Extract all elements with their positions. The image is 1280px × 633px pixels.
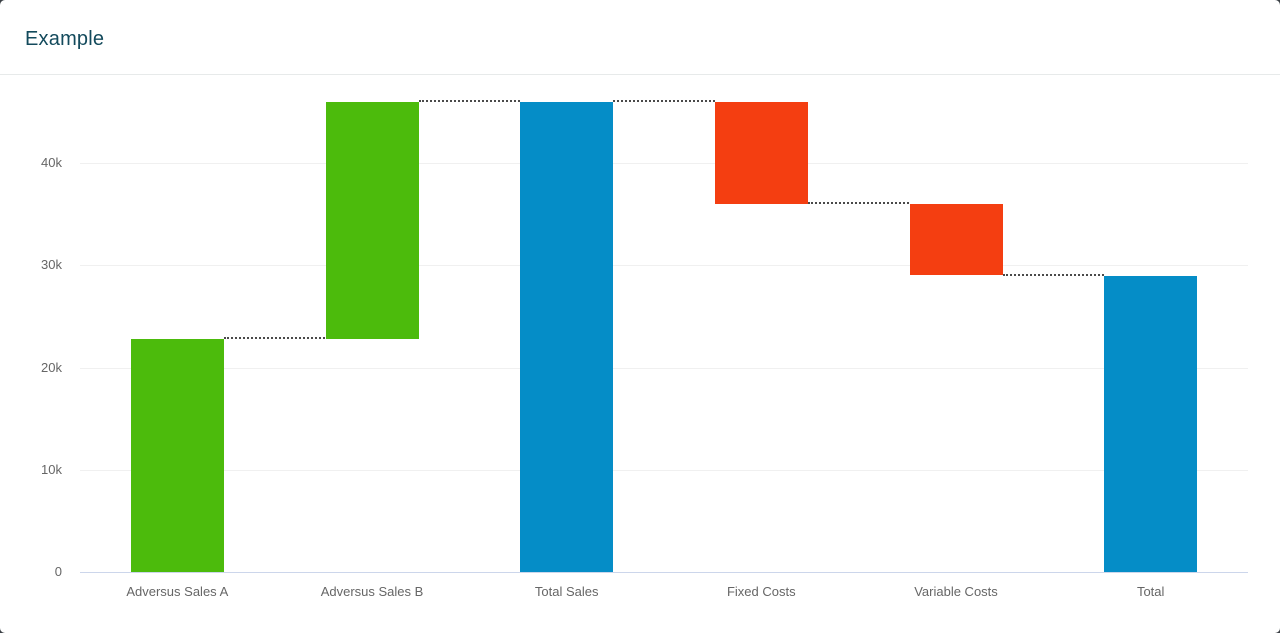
bar-total-sales[interactable]	[520, 101, 614, 572]
y-axis-label-40k: 40k	[41, 155, 62, 170]
x-axis-label-total: Total	[1136, 584, 1165, 599]
gridline-10k	[80, 470, 1248, 471]
bar-total[interactable]	[1104, 275, 1198, 572]
y-axis-label-10k: 10k	[41, 462, 62, 477]
y-axis-label-30k: 30k	[41, 257, 62, 272]
bar-adversus-sales-a[interactable]	[130, 338, 224, 572]
x-axis-label-total-sales: Total Sales	[534, 584, 599, 599]
gridline-30k	[80, 265, 1248, 266]
bar-variable-costs[interactable]	[909, 203, 1003, 276]
y-axis-label-0: 0	[54, 564, 62, 579]
waterfall-connector	[613, 99, 715, 102]
chart-title: Example	[25, 28, 105, 50]
x-axis-label-fixed-costs: Fixed Costs	[726, 584, 796, 599]
waterfall-connector	[807, 201, 910, 204]
bar-fixed-costs[interactable]	[714, 101, 808, 204]
gridline-20k	[80, 368, 1248, 369]
waterfall-connector	[1002, 273, 1105, 276]
bar-adversus-sales-b[interactable]	[325, 101, 419, 339]
x-axis-label-adversus-sales-b: Adversus Sales B	[320, 584, 424, 599]
waterfall-connector	[223, 336, 326, 339]
x-axis-label-adversus-sales-a: Adversus Sales A	[126, 584, 229, 599]
waterfall-connector	[418, 99, 521, 102]
card-header: Example	[0, 0, 1280, 75]
y-axis-label-20k: 20k	[41, 360, 62, 375]
gridline-40k	[80, 163, 1248, 164]
x-axis-label-variable-costs: Variable Costs	[914, 584, 998, 599]
x-axis-line	[80, 572, 1248, 573]
